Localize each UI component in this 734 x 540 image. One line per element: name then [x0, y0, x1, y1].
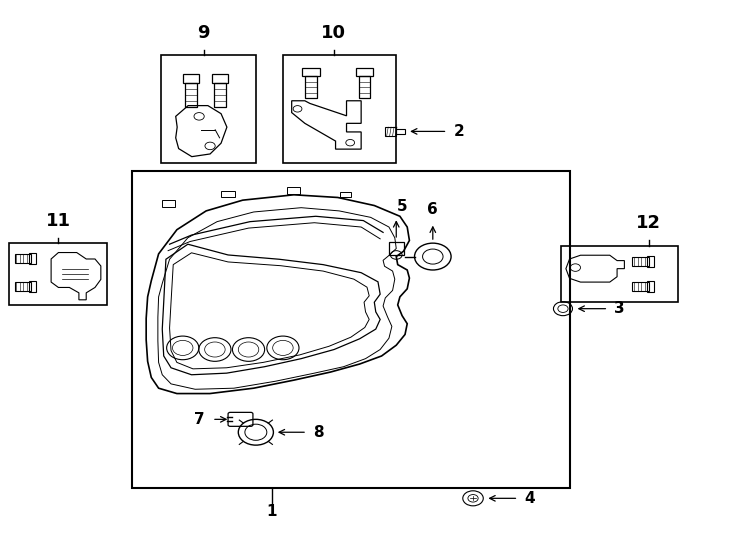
- Bar: [359, 77, 371, 98]
- Bar: [29, 281, 37, 292]
- Bar: [211, 75, 228, 84]
- Bar: [305, 77, 317, 98]
- Bar: [184, 75, 199, 84]
- Bar: [222, 191, 235, 198]
- Bar: [15, 254, 31, 263]
- Text: 9: 9: [197, 24, 210, 42]
- Bar: [647, 281, 655, 292]
- Bar: [302, 68, 320, 77]
- Bar: [287, 187, 300, 194]
- Text: 12: 12: [636, 214, 661, 232]
- Bar: [186, 84, 197, 107]
- Bar: [647, 256, 655, 267]
- Bar: [131, 171, 570, 488]
- Bar: [396, 129, 405, 134]
- Bar: [161, 200, 175, 207]
- Text: 1: 1: [266, 504, 277, 519]
- Bar: [385, 127, 396, 136]
- Text: 3: 3: [614, 301, 625, 316]
- Text: 5: 5: [397, 199, 407, 214]
- Bar: [9, 243, 107, 305]
- Text: 6: 6: [427, 202, 438, 218]
- Bar: [283, 55, 396, 163]
- Bar: [214, 84, 225, 107]
- Bar: [161, 55, 256, 163]
- Bar: [356, 68, 374, 77]
- Bar: [15, 282, 31, 291]
- Bar: [389, 242, 404, 255]
- Text: 11: 11: [46, 212, 70, 230]
- Text: 2: 2: [454, 124, 464, 139]
- Text: 8: 8: [313, 425, 324, 440]
- Text: 7: 7: [194, 412, 205, 427]
- Text: 4: 4: [524, 491, 535, 506]
- Bar: [633, 258, 649, 266]
- Bar: [561, 246, 677, 302]
- Text: 10: 10: [321, 24, 346, 42]
- Bar: [633, 282, 649, 291]
- Bar: [340, 192, 351, 198]
- Bar: [29, 253, 37, 264]
